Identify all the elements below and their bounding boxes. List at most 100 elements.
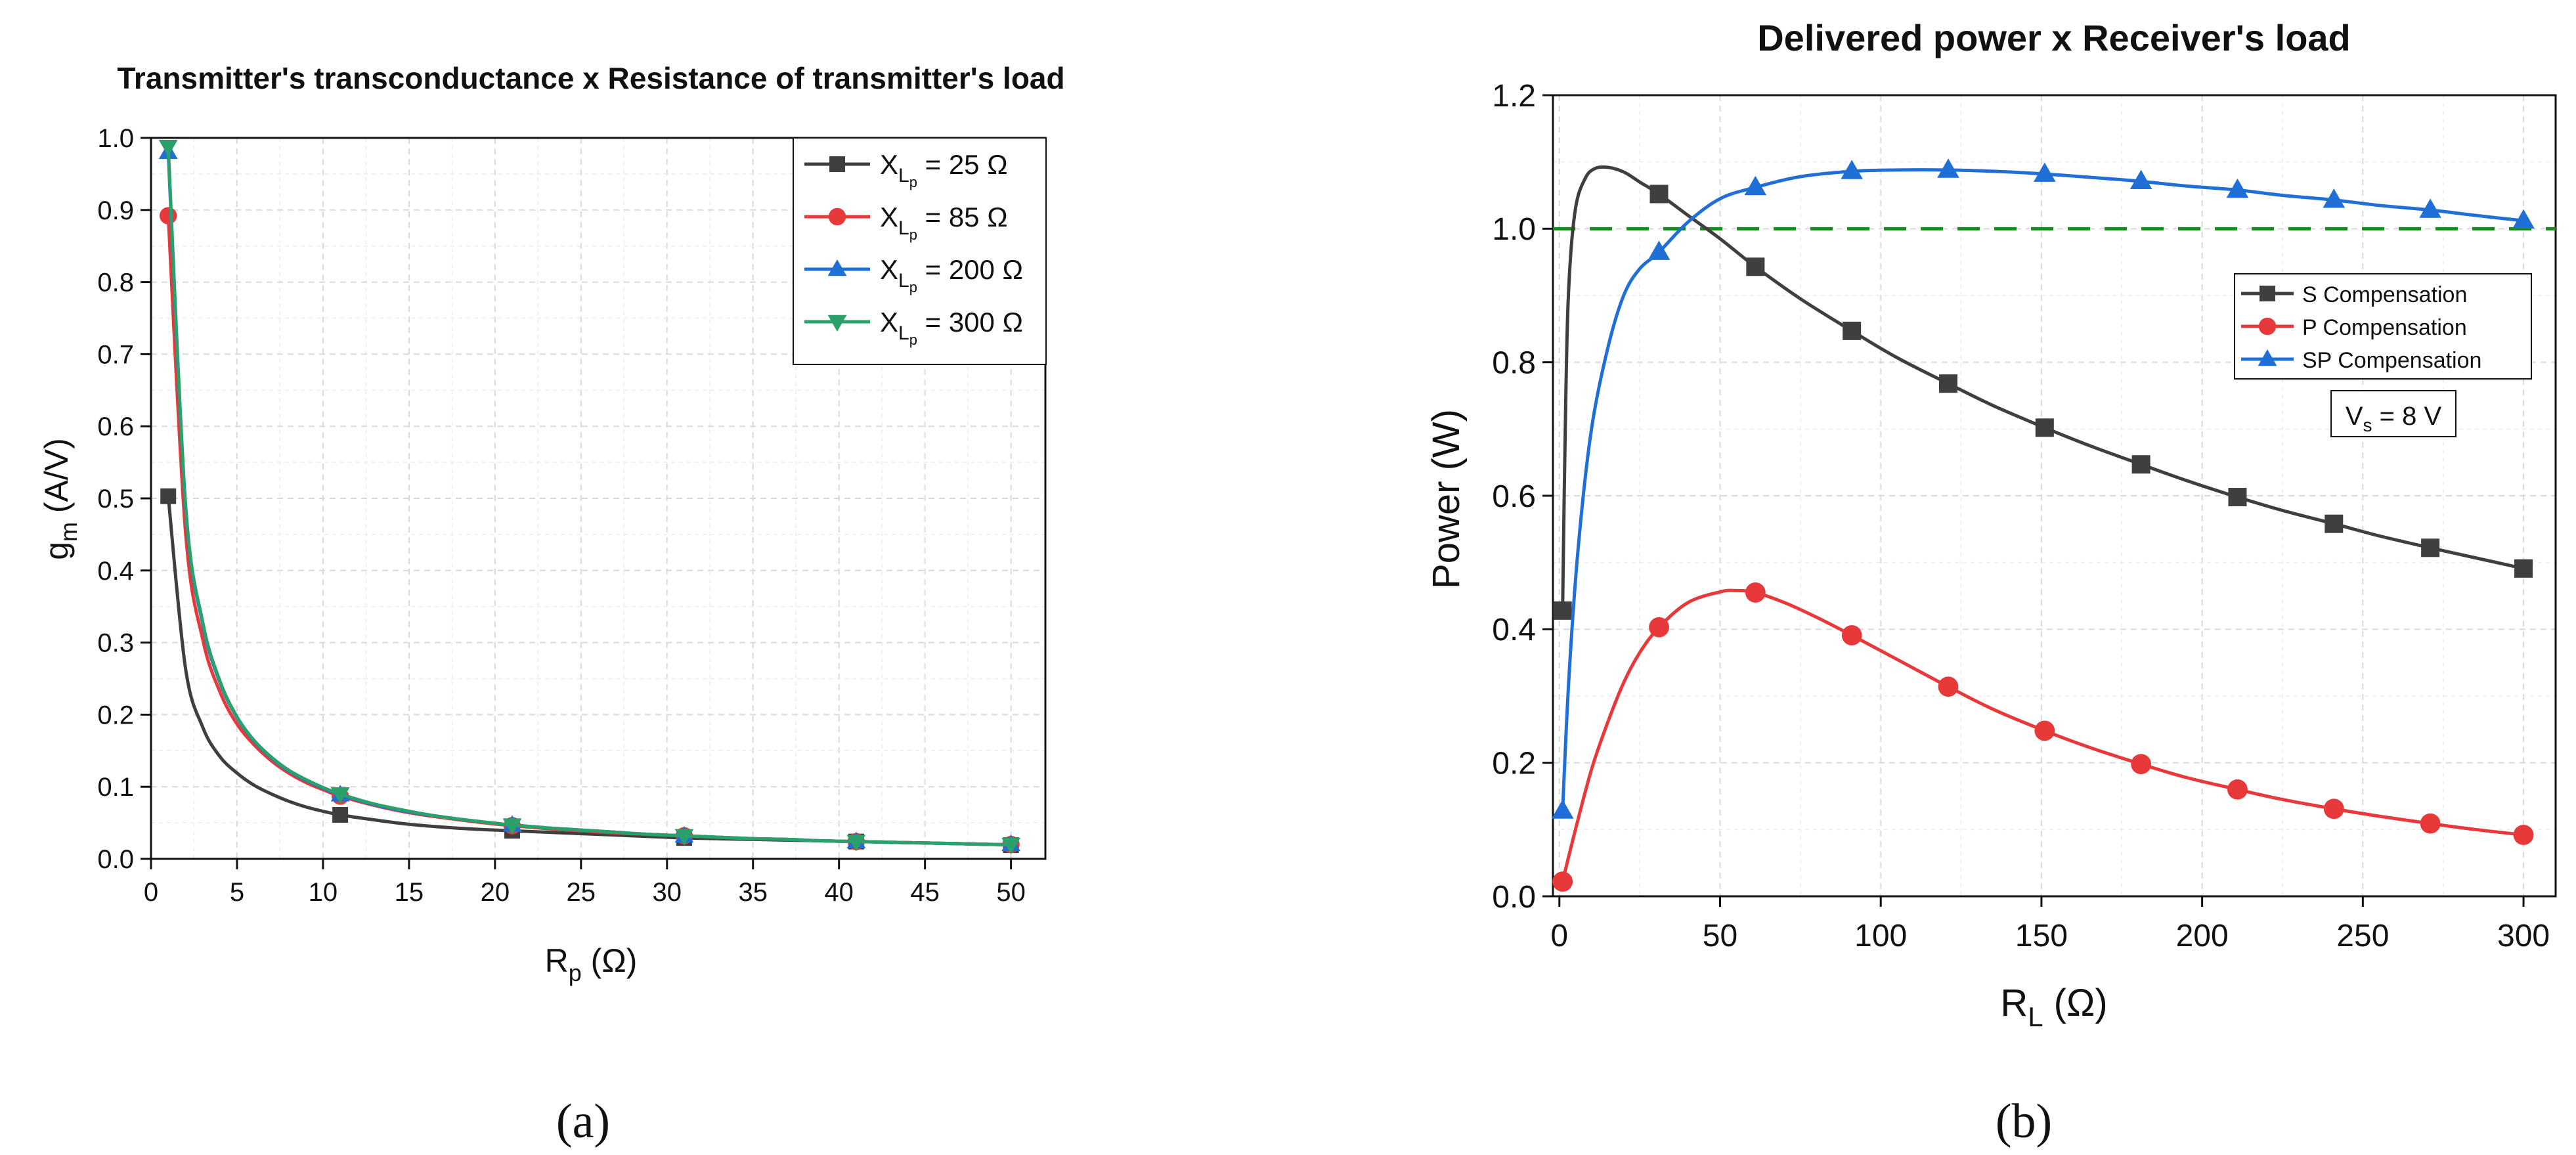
data-point [2325, 514, 2344, 533]
x-tick-label: 50 [1703, 919, 1737, 953]
data-point [2228, 488, 2247, 507]
data-point [2512, 209, 2535, 229]
annotation-box [2330, 390, 2456, 437]
data-point [330, 787, 350, 804]
gridlines-b [1553, 95, 2556, 897]
data-point [2131, 754, 2152, 775]
data-point [160, 488, 177, 504]
data-point [159, 207, 177, 225]
legend-swatch-marker [827, 315, 847, 332]
x-axis-label-b: RL (Ω) [2000, 982, 2107, 1032]
y-tick-label: 0.3 [97, 629, 134, 658]
data-point [2035, 418, 2054, 437]
legend-swatch-marker [2258, 349, 2277, 366]
data-point [1841, 160, 1863, 179]
data-point [1937, 158, 1959, 178]
x-tick-label: 0 [1550, 919, 1568, 953]
y-axis-label-b: Power (W) [1425, 409, 1468, 589]
data-point [2323, 188, 2346, 208]
series-a-0 [160, 488, 1019, 854]
data-point [1649, 617, 1669, 638]
legend-label: S Compensation [2302, 282, 2467, 307]
legend-b: S Compensation P Compensation SP Compensat… [2234, 273, 2532, 380]
y-tick-label: 0.4 [97, 557, 134, 586]
ticks-b: 0 50 100 150 200 250 300 0.0 0.2 0.4 0.6 0.8 1.0 1.2 [1492, 79, 2550, 953]
legend-swatch-marker [2258, 317, 2277, 336]
series-b-0 [1553, 165, 2533, 620]
data-point [2131, 455, 2150, 474]
data-point [2034, 720, 2055, 741]
y-tick-label: 0.8 [97, 269, 134, 297]
y-tick-label: 0.4 [1492, 613, 1536, 647]
data-point [2513, 825, 2534, 845]
series-b-1 [1552, 582, 2534, 892]
y-tick-label: 0.2 [1492, 746, 1536, 781]
data-point [158, 139, 178, 157]
legend-item-a: XLp = 85 Ω [804, 202, 1008, 243]
data-point [674, 829, 694, 846]
x-tick-label: 100 [1854, 919, 1907, 953]
data-point [846, 835, 866, 852]
legend-item-b: SP Compensation [2241, 348, 2481, 373]
data-point [1553, 601, 1572, 620]
y-tick-label: 0.7 [97, 340, 134, 369]
y-tick-label: 0.0 [97, 845, 134, 874]
series-line [1561, 588, 2524, 883]
legend-item-b: P Compensation [2241, 315, 2467, 340]
y-tick-label: 0.9 [97, 196, 134, 225]
ticks-a: 0 5 10 15 20 25 30 35 40 45 50 0.0 0.1 0.2 0.3 0.4 0.5 0.… [97, 124, 1025, 907]
legend-label: SP Compensation [2302, 348, 2481, 373]
y-tick-label: 0.6 [1492, 479, 1536, 514]
data-point [1552, 871, 1573, 892]
legend-swatch-marker [827, 259, 847, 276]
legend-item-a: XLp = 200 Ω [804, 254, 1023, 295]
data-point [2419, 198, 2441, 218]
voltage-annotation: Vs = 8 V [2330, 390, 2456, 437]
x-tick-label: 35 [738, 878, 768, 907]
series-line [1561, 165, 2524, 611]
x-tick-label: 0 [144, 878, 158, 907]
series-line [166, 146, 1011, 846]
series-a-3 [158, 139, 1021, 855]
y-tick-label: 0.0 [1492, 880, 1536, 915]
legend-swatch-marker [828, 207, 846, 226]
data-point [2323, 798, 2344, 819]
x-tick-label: 50 [996, 878, 1026, 907]
x-tick-label: 300 [2497, 919, 2550, 953]
legend-label: P Compensation [2302, 315, 2467, 340]
y-tick-label: 1.0 [97, 124, 134, 153]
data-point [2420, 813, 2441, 834]
y-tick-label: 0.2 [97, 701, 134, 730]
data-point [1841, 625, 1862, 645]
data-point [1648, 240, 1670, 260]
chart-title-b: Delivered power x Receiver's load [1757, 17, 2351, 58]
x-tick-label: 5 [230, 878, 244, 907]
legend-item-b: S Compensation [2241, 282, 2467, 307]
legend-label: XLp = 300 Ω [880, 307, 1023, 348]
data-point [2129, 169, 2152, 190]
data-point [2034, 162, 2056, 182]
legend-swatch-marker [2259, 286, 2275, 301]
data-point [1649, 185, 1669, 204]
data-point [2226, 178, 2249, 198]
x-tick-label: 45 [910, 878, 940, 907]
chart-panel-a: Transmitter's transconductance x Resista… [38, 61, 1065, 1148]
series-b-2 [1551, 158, 2535, 819]
data-point [1938, 374, 1957, 393]
series-line [1561, 168, 2524, 812]
series-layer-a [158, 139, 1021, 855]
x-tick-label: 200 [2176, 919, 2229, 953]
data-point [2421, 538, 2440, 557]
y-tick-label: 0.1 [97, 773, 134, 802]
legend-label: XLp = 25 Ω [880, 149, 1008, 190]
legend-label: XLp = 200 Ω [880, 254, 1023, 295]
chart-panel-b: Delivered power x Receiver's load 0 50 100… [1425, 17, 2557, 1148]
y-tick-label: 1.2 [1492, 79, 1536, 114]
x-tick-label: 250 [2336, 919, 2389, 953]
chart-title-a: Transmitter's transconductance x Resista… [117, 61, 1064, 95]
y-tick-label: 0.5 [97, 485, 134, 513]
data-point [1551, 799, 1574, 819]
data-point [502, 818, 522, 835]
legend-item-a: XLp = 300 Ω [804, 307, 1023, 348]
